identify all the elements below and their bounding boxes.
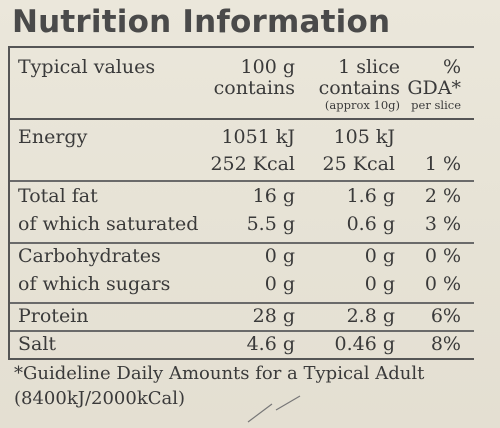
- row-salt-slice: 0.46 g: [334, 333, 395, 355]
- row-label-energy: Energy: [18, 126, 88, 148]
- row-fat-per100: 16 g: [252, 185, 295, 207]
- row-fat-gda: 2 %: [424, 185, 461, 207]
- row-saturated-gda: 3 %: [424, 213, 461, 235]
- header-per100-line2: contains: [213, 77, 295, 99]
- divider: [8, 242, 474, 244]
- header-per100-line1: 100 g: [240, 56, 295, 78]
- header-slice-line1: 1 slice: [338, 56, 400, 78]
- row-energy-gda-kcal: 1 %: [424, 153, 461, 175]
- header-gda-line2: GDA*: [407, 77, 461, 99]
- divider: [8, 358, 474, 360]
- row-fat-slice: 1.6 g: [346, 185, 395, 207]
- row-label-sugars: of which sugars: [18, 273, 171, 295]
- header-gda-line1: %: [442, 56, 461, 78]
- divider: [8, 46, 474, 48]
- row-protein-slice: 2.8 g: [346, 305, 395, 327]
- row-energy-slice-kj: 105 kJ: [333, 126, 395, 148]
- divider: [8, 180, 474, 182]
- row-label-total-fat: Total fat: [18, 185, 98, 207]
- header-slice-note: (approx 10g): [324, 98, 400, 112]
- row-sugars-slice: 0 g: [364, 273, 395, 295]
- divider: [8, 330, 474, 332]
- row-energy-per100-kcal: 252 Kcal: [210, 153, 295, 175]
- footnote-line1: *Guideline Daily Amounts for a Typical A…: [14, 363, 425, 384]
- row-carbs-per100: 0 g: [264, 245, 295, 267]
- table-border-left: [8, 46, 10, 360]
- row-label-carbohydrates: Carbohydrates: [18, 245, 161, 267]
- row-protein-per100: 28 g: [252, 305, 295, 327]
- page-title: Nutrition Information: [12, 4, 391, 40]
- row-energy-per100-kj: 1051 kJ: [221, 126, 295, 148]
- row-sugars-per100: 0 g: [264, 273, 295, 295]
- divider: [8, 302, 474, 304]
- row-protein-gda: 6%: [430, 305, 461, 327]
- header-typical-values: Typical values: [18, 56, 156, 78]
- row-salt-per100: 4.6 g: [246, 333, 295, 355]
- row-label-protein: Protein: [18, 305, 89, 327]
- row-carbs-slice: 0 g: [364, 245, 395, 267]
- row-sugars-gda: 0 %: [424, 273, 461, 295]
- row-label-salt: Salt: [18, 333, 57, 355]
- header-slice-line2: contains: [318, 77, 400, 99]
- row-energy-slice-kcal: 25 Kcal: [322, 153, 395, 175]
- header-gda-note: per slice: [411, 98, 461, 112]
- row-saturated-per100: 5.5 g: [246, 213, 295, 235]
- footnote-line2: (8400kJ/2000kCal): [14, 388, 186, 409]
- row-salt-gda: 8%: [430, 333, 461, 355]
- row-saturated-slice: 0.6 g: [346, 213, 395, 235]
- row-carbs-gda: 0 %: [424, 245, 461, 267]
- row-label-saturated: of which saturated: [18, 213, 199, 235]
- divider: [8, 118, 474, 120]
